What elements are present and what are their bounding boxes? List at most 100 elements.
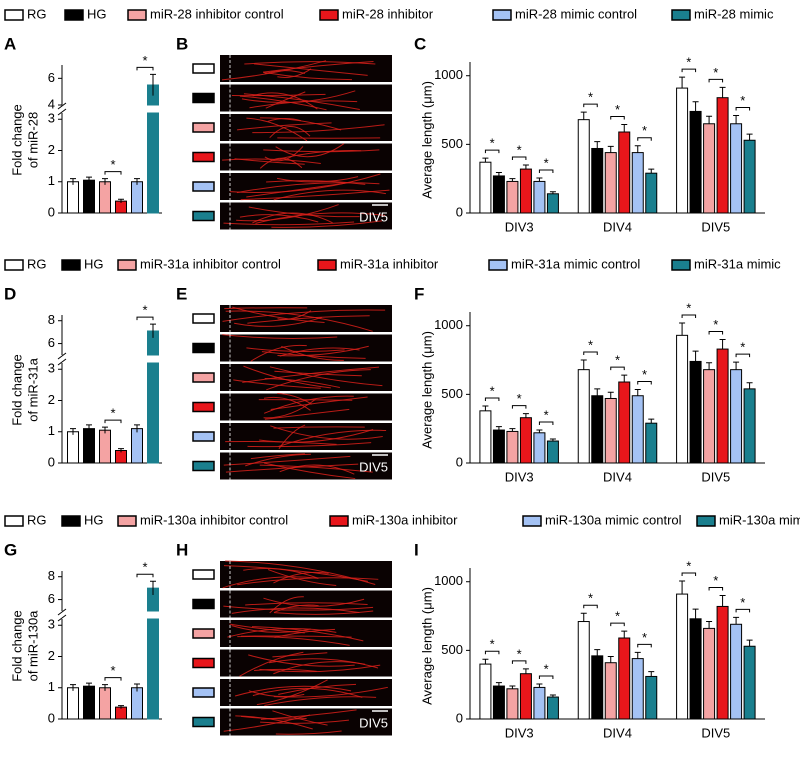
group-swatch [193,314,214,323]
group-swatch [193,629,214,638]
x-tick-label: DIV5 [701,219,730,234]
bar [578,622,589,719]
significance-label: * [713,317,718,332]
group-swatch [193,212,214,221]
bar [534,433,545,463]
panel-letter: E [176,284,187,303]
bar [84,180,95,213]
legend-label: miR-130a mimic control [545,512,682,527]
y-tick-label: 2 [48,648,55,663]
y-axis-label: Average length (μm) [419,331,434,449]
significance-bracket [584,352,598,355]
bar [646,676,657,719]
bar [547,194,558,213]
error-bar [496,173,502,176]
bar [717,98,728,213]
bar [84,429,95,463]
error-bar [581,360,587,370]
bar [619,638,630,719]
error-bar [648,169,654,173]
significance-bracket [584,104,598,107]
y-axis-label: of miR-31a [25,357,40,421]
panel-letter: B [176,34,188,53]
error-bar [581,112,587,120]
group-swatch [193,432,214,441]
error-bar [648,419,654,423]
error-bar [635,652,641,658]
error-bar [733,617,739,624]
error-bar [679,581,685,594]
bar [704,124,715,213]
significance-bracket [539,676,553,679]
image-label: DIV5 [359,715,388,730]
significance-label: * [142,53,147,68]
bar [547,441,558,463]
error-bar [523,669,529,674]
bar [148,619,159,719]
legend-swatch [5,10,23,20]
group-swatch [193,600,214,609]
legend-swatch [5,516,23,526]
legend-label: HG [84,256,104,271]
panel-letter: D [4,284,16,303]
bar [578,120,589,213]
legend-swatch [318,260,336,270]
micrograph-strip [220,85,392,112]
legend-swatch [320,10,338,20]
significance-bracket [638,382,652,385]
bar [534,181,545,213]
y-tick-label: 1000 [434,573,463,588]
bar [619,382,630,463]
error-bar [720,87,726,97]
significance-label: * [642,630,647,645]
group-swatch [193,182,214,191]
significance-bracket [682,69,696,72]
legend-label: miR-28 inhibitor control [150,6,284,21]
group-swatch [193,718,214,727]
significance-label: * [110,663,115,678]
error-bar [621,631,627,638]
significance-bracket [682,573,696,576]
legend-label: miR-31a mimic [694,256,781,271]
bar [132,429,143,463]
significance-label: * [544,407,549,422]
bar [148,113,159,213]
legend-swatch [5,260,23,270]
bar [704,628,715,719]
bar [480,664,491,719]
y-tick-label: 500 [441,136,463,151]
group-swatch [193,64,214,73]
y-tick-label: 3 [48,617,55,632]
significance-bracket [512,406,526,409]
legend-label: HG [84,512,104,527]
group-swatch [193,570,214,579]
bar [100,688,111,719]
y-tick-label: 6 [48,591,55,606]
legend-label: miR-28 mimic control [515,6,637,21]
y-axis-label: Average length (μm) [419,81,434,199]
legend-label: miR-28 mimic [694,6,774,21]
error-bar [608,392,614,398]
significance-label: * [615,609,620,624]
error-bar [635,146,641,153]
significance-label: * [713,573,718,588]
y-axis-label: Fold change [9,104,24,176]
micrograph-strip [220,114,392,141]
error-bar [693,102,699,112]
bar [493,430,504,463]
y-tick-label: 6 [48,335,55,350]
significance-label: * [686,300,691,315]
error-bar [621,124,627,132]
significance-label: * [490,637,495,652]
micrograph-strip [220,679,392,706]
error-bar [536,684,542,687]
legend-label: miR-31a inhibitor [340,256,439,271]
significance-label: * [517,142,522,157]
significance-bracket [611,116,625,119]
legend-label: miR-130a mimic [719,512,800,527]
significance-label: * [142,560,147,575]
bar [68,432,79,463]
bar [690,111,701,213]
y-tick-label: 3 [48,361,55,376]
